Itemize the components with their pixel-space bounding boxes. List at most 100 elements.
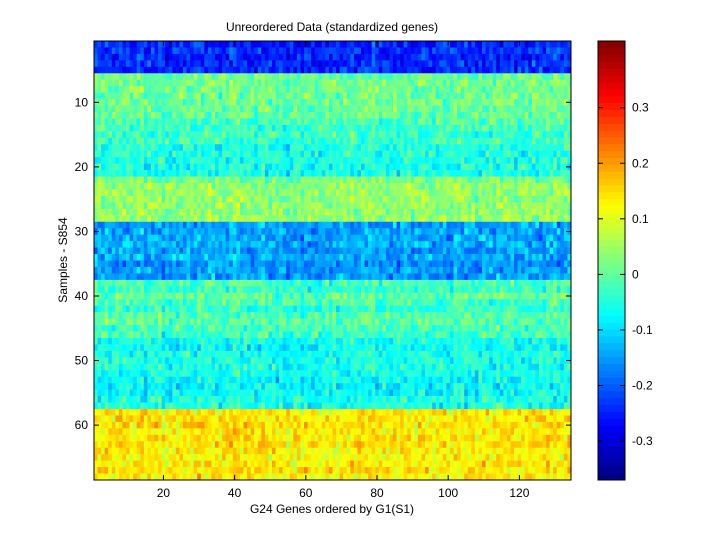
heatmap-cell	[449, 241, 454, 248]
heatmap-cell	[222, 53, 227, 61]
heatmap-cell	[279, 157, 284, 165]
heatmap-cell	[111, 183, 116, 190]
heatmap-cell	[186, 86, 191, 93]
heatmap-cell	[197, 79, 202, 87]
heatmap-cell	[161, 73, 166, 81]
heatmap-cell	[325, 66, 330, 74]
heatmap-cell	[133, 66, 138, 74]
heatmap-cell	[343, 189, 348, 197]
heatmap-cell	[563, 234, 568, 242]
heatmap-cell	[510, 105, 515, 113]
heatmap-cell	[510, 189, 515, 197]
heatmap-cell	[247, 137, 251, 145]
heatmap-cell	[197, 92, 202, 100]
heatmap-cell	[215, 228, 219, 236]
heatmap-cell	[385, 260, 390, 268]
heatmap-cell	[126, 73, 130, 81]
heatmap-cell	[325, 144, 330, 152]
heatmap-cell	[471, 41, 476, 48]
heatmap-cell	[467, 47, 472, 55]
heatmap-cell	[474, 47, 479, 55]
heatmap-cell	[307, 254, 312, 261]
heatmap-cell	[353, 157, 358, 165]
heatmap-cell	[129, 234, 134, 242]
heatmap-cell	[410, 144, 415, 152]
heatmap-cell	[215, 144, 219, 152]
heatmap-cell	[432, 92, 437, 100]
heatmap-cell	[521, 144, 526, 152]
heatmap-cell	[296, 176, 301, 184]
heatmap-cell	[460, 170, 465, 177]
heatmap-cell	[368, 124, 373, 132]
heatmap-cell	[464, 170, 469, 177]
heatmap-cell	[328, 53, 333, 61]
heatmap-cell	[517, 254, 522, 261]
heatmap-cell	[136, 47, 141, 55]
heatmap-cell	[357, 163, 362, 171]
heatmap-cell	[115, 118, 120, 126]
heatmap-cell	[111, 118, 116, 126]
heatmap-cell	[133, 170, 138, 177]
heatmap-cell	[165, 124, 170, 132]
heatmap-cell	[425, 47, 429, 55]
heatmap-cell	[432, 228, 437, 236]
heatmap-cell	[524, 112, 529, 119]
heatmap-cell	[524, 105, 529, 113]
heatmap-cell	[97, 221, 102, 229]
heatmap-cell	[336, 150, 340, 158]
heatmap-cell	[115, 60, 120, 68]
heatmap-cell	[503, 60, 508, 68]
heatmap-cell	[556, 176, 561, 184]
heatmap-cell	[385, 208, 390, 216]
heatmap-cell	[417, 47, 422, 55]
heatmap-cell	[300, 234, 305, 242]
heatmap-cell	[417, 234, 422, 242]
heatmap-cell	[474, 144, 479, 152]
heatmap-cell	[478, 215, 483, 223]
heatmap-cell	[496, 273, 501, 281]
heatmap-cell	[393, 183, 397, 190]
heatmap-cell	[282, 254, 287, 261]
heatmap-cell	[375, 260, 380, 268]
heatmap-cell	[385, 202, 390, 210]
heatmap-cell	[567, 241, 572, 248]
heatmap-cell	[97, 234, 102, 242]
heatmap-cell	[179, 163, 184, 171]
heatmap-cell	[478, 202, 483, 210]
heatmap-cell	[289, 92, 294, 100]
heatmap-cell	[506, 131, 511, 139]
heatmap-cell	[531, 163, 536, 171]
heatmap-cell	[382, 195, 387, 203]
heatmap-cell	[165, 73, 170, 81]
heatmap-cell	[254, 144, 259, 152]
heatmap-cell	[321, 195, 326, 203]
heatmap-row	[94, 208, 572, 216]
heatmap-cell	[268, 176, 273, 184]
heatmap-cell	[225, 99, 230, 106]
heatmap-cell	[222, 176, 227, 184]
heatmap-cell	[108, 66, 113, 74]
heatmap-cell	[382, 157, 387, 165]
heatmap-cell	[140, 221, 145, 229]
heatmap-cell	[546, 221, 550, 229]
heatmap-cell	[225, 189, 230, 197]
heatmap-cell	[457, 273, 461, 281]
heatmap-cell	[165, 215, 170, 223]
heatmap-cell	[464, 215, 469, 223]
heatmap-cell	[150, 99, 155, 106]
heatmap-cell	[514, 157, 518, 165]
heatmap-cell	[471, 189, 476, 197]
heatmap-cell	[250, 47, 255, 55]
heatmap-cell	[136, 189, 141, 197]
heatmap-cell	[506, 118, 511, 126]
heatmap-cell	[336, 124, 340, 132]
heatmap-cell	[126, 124, 130, 132]
heatmap-cell	[225, 202, 230, 210]
heatmap-cell	[225, 144, 230, 152]
heatmap-cell	[239, 189, 244, 197]
heatmap-cell	[328, 202, 333, 210]
heatmap-cell	[560, 215, 565, 223]
heatmap-cell	[204, 183, 209, 190]
heatmap-cell	[538, 228, 543, 236]
heatmap-cell	[474, 60, 479, 68]
